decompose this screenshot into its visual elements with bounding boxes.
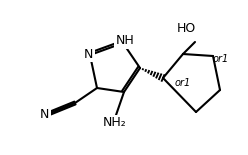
Text: NH₂: NH₂	[103, 117, 127, 129]
Text: or1: or1	[175, 78, 191, 88]
Text: N: N	[83, 47, 93, 60]
Text: NH: NH	[116, 35, 134, 47]
Text: HO: HO	[176, 22, 196, 35]
Text: N: N	[39, 108, 49, 120]
Text: or1: or1	[213, 54, 229, 64]
